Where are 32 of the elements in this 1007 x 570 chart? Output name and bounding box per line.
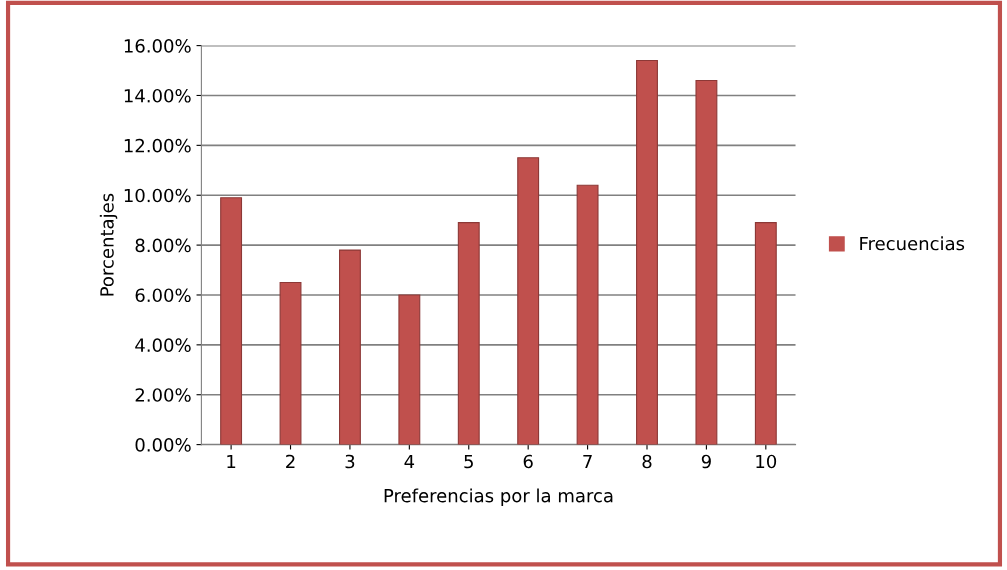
x-tick-label: 6 bbox=[523, 454, 533, 469]
y-tick-label: 6.00% bbox=[135, 288, 191, 303]
y-tick-label: 4.00% bbox=[135, 338, 191, 352]
x-tick-label: 1 bbox=[227, 454, 236, 469]
x-tick-label: 2 bbox=[286, 454, 295, 469]
x-tick-label: 9 bbox=[701, 454, 711, 469]
y-tick-label: 10.00% bbox=[124, 188, 191, 203]
bar bbox=[636, 60, 658, 445]
x-axis-title: Preferencias por la marca bbox=[384, 488, 613, 506]
y-tick-label: 2.00% bbox=[135, 388, 191, 402]
bar bbox=[517, 157, 540, 445]
y-tick-label: 14.00% bbox=[124, 88, 191, 103]
y-tick-label: 8.00% bbox=[135, 238, 191, 253]
x-tick-label: 7 bbox=[583, 454, 592, 469]
bar bbox=[338, 249, 361, 445]
x-tick-label: 4 bbox=[404, 454, 415, 469]
y-axis-title: Porcentajes bbox=[99, 193, 118, 296]
bar bbox=[220, 197, 243, 445]
bar bbox=[754, 222, 777, 445]
bar bbox=[279, 281, 302, 445]
x-tick-label: 8 bbox=[642, 454, 652, 469]
bar bbox=[457, 222, 480, 445]
bar bbox=[695, 79, 718, 445]
y-tick-label: 12.00% bbox=[124, 138, 191, 153]
x-tick-label: 3 bbox=[345, 454, 355, 469]
x-tick-label: 5 bbox=[464, 454, 473, 469]
legend-label: Frecuencias bbox=[860, 236, 965, 251]
x-tick-label: 10 bbox=[756, 454, 777, 469]
bar bbox=[576, 184, 599, 445]
y-tick-label: 0.00% bbox=[135, 438, 191, 452]
bar bbox=[398, 294, 421, 445]
y-tick-label: 16.00% bbox=[124, 39, 191, 53]
